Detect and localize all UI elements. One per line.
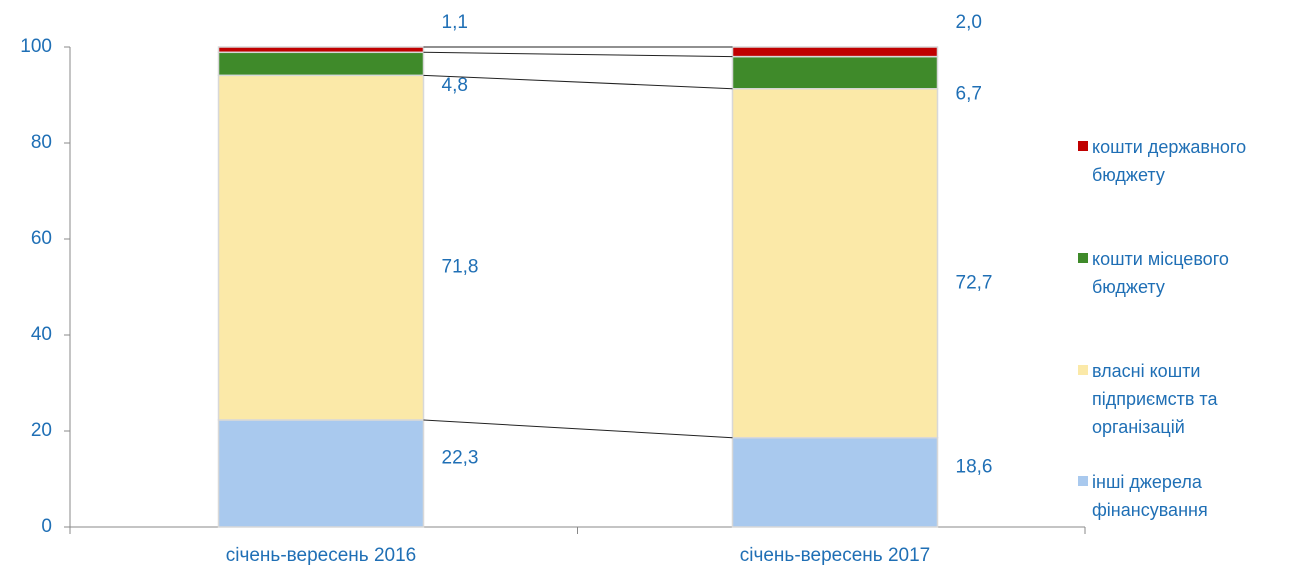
bar-segment xyxy=(217,46,425,54)
x-tick-label: січень-вересень 2016 xyxy=(226,545,417,566)
data-label: 4,8 xyxy=(442,75,468,96)
legend-label: кошти місцевого бюджету xyxy=(1092,249,1229,297)
data-label: 1,1 xyxy=(442,12,468,33)
bar-segment xyxy=(731,436,939,528)
legend-label: власні кошти підприємств та організацій xyxy=(1092,361,1218,437)
y-tick-label: 0 xyxy=(41,516,52,537)
data-label: 6,7 xyxy=(956,84,982,105)
legend-swatch xyxy=(1078,365,1088,375)
legend-entry: кошти місцевого бюджету xyxy=(1078,245,1289,301)
data-label: 72,7 xyxy=(956,272,993,293)
data-label: 18,6 xyxy=(956,456,993,477)
y-tick-label: 60 xyxy=(31,228,52,249)
bar-segment xyxy=(217,51,425,77)
y-tick-label: 80 xyxy=(31,132,52,153)
data-label: 71,8 xyxy=(442,257,479,278)
y-tick-label: 40 xyxy=(31,324,52,345)
y-tick-label: 20 xyxy=(31,420,52,441)
legend-entry: інші джерела фінансування xyxy=(1078,468,1289,524)
bar-segment xyxy=(731,55,939,90)
connector-line xyxy=(423,74,733,90)
legend-label: кошти державного бюджету xyxy=(1092,137,1247,185)
connector-line xyxy=(423,419,733,439)
bar-segment xyxy=(731,88,939,439)
bar-segment xyxy=(731,46,939,58)
bar-segment xyxy=(217,419,425,528)
y-tick-label: 100 xyxy=(20,36,52,57)
legend-swatch xyxy=(1078,253,1088,263)
data-label: 2,0 xyxy=(956,12,982,33)
legend-swatch xyxy=(1078,141,1088,151)
legend-entry: кошти державного бюджету xyxy=(1078,133,1289,189)
bar-segment xyxy=(217,74,425,421)
legend-label: інші джерела фінансування xyxy=(1092,472,1208,520)
x-tick-label: січень-вересень 2017 xyxy=(740,545,931,566)
legend-entry: власні кошти підприємств та організацій xyxy=(1078,357,1289,441)
data-label: 22,3 xyxy=(442,447,479,468)
legend-swatch xyxy=(1078,476,1088,486)
connector-line xyxy=(423,51,733,58)
